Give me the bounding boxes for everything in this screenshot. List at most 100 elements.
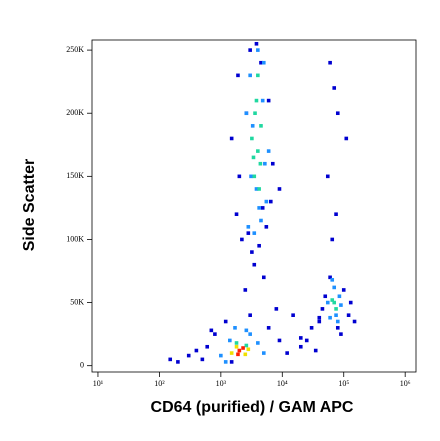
event-dot: [259, 60, 263, 65]
y-tick-label: 0: [80, 361, 84, 370]
y-tick-label: 250K: [66, 45, 84, 54]
event-dot: [344, 136, 349, 141]
event-dot: [332, 300, 337, 305]
event-dot: [268, 199, 273, 204]
event-dot: [256, 73, 260, 78]
event-dot: [256, 149, 260, 153]
event-dot: [244, 343, 249, 348]
event-dot: [223, 360, 228, 364]
x-tick-label: 10⁴: [277, 379, 288, 388]
event-dot: [277, 338, 282, 343]
event-dot: [266, 149, 271, 153]
event-dot: [249, 174, 253, 179]
event-dot: [254, 187, 259, 191]
y-tick-label: 150K: [66, 171, 84, 180]
event-dot: [248, 332, 252, 336]
event-dot: [248, 313, 252, 317]
event-dot: [254, 98, 259, 103]
event-dot: [252, 262, 257, 267]
x-tick-label: 10²: [154, 379, 165, 388]
y-tick-label: 200K: [66, 108, 84, 117]
event-dot: [209, 328, 214, 333]
event-dot: [223, 319, 228, 324]
event-dot: [266, 98, 271, 103]
event-dot: [260, 206, 265, 210]
event-dot: [323, 294, 328, 299]
event-dot: [234, 212, 239, 217]
event-dot: [325, 300, 330, 305]
event-dot: [229, 136, 234, 141]
event-dot: [334, 307, 338, 311]
event-dot: [274, 307, 279, 311]
event-dot: [285, 351, 289, 355]
event-dot: [260, 98, 265, 103]
event-dot: [256, 341, 260, 345]
event-dot: [229, 360, 234, 364]
event-dot: [246, 231, 251, 235]
event-dot: [332, 86, 337, 90]
event-dot: [263, 161, 267, 166]
event-dot: [219, 353, 223, 358]
event-dot: [176, 360, 180, 364]
event-dot: [228, 338, 232, 343]
event-dot: [168, 357, 173, 362]
event-dot: [236, 73, 240, 78]
event-dot: [237, 348, 242, 353]
event-dot: [253, 111, 257, 116]
event-dot: [250, 124, 255, 128]
event-dot: [257, 243, 261, 248]
event-dot: [259, 124, 263, 128]
x-tick-label: 10³: [216, 379, 227, 388]
event-dot: [233, 326, 237, 330]
event-dot: [248, 48, 252, 52]
event-dot: [330, 278, 335, 282]
event-dot: [244, 111, 249, 116]
event-dot: [246, 347, 251, 352]
x-tick-label: 10⁵: [338, 379, 349, 388]
event-dot: [261, 275, 266, 280]
y-axis-title: Side Scatter: [21, 159, 38, 251]
event-dot: [261, 351, 266, 355]
event-dot: [328, 315, 332, 320]
event-dot: [213, 332, 217, 336]
event-dot: [317, 319, 322, 324]
event-dot: [250, 136, 254, 141]
event-dot: [241, 346, 245, 350]
plot-frame: [91, 39, 417, 373]
event-dot: [234, 341, 239, 345]
event-dot: [277, 187, 282, 191]
event-dot: [254, 41, 259, 46]
x-tick-label: 10⁶: [400, 379, 411, 388]
event-dot: [328, 275, 332, 280]
x-tick-label: 10¹: [93, 379, 104, 388]
x-axis-title: CD64 (purified) / GAM APC: [151, 399, 354, 416]
event-dot: [334, 313, 338, 317]
event-dot: [335, 326, 340, 330]
event-dot: [256, 48, 260, 52]
event-dot: [317, 315, 322, 320]
event-dot: [246, 225, 251, 229]
event-dot: [234, 344, 239, 349]
event-dot: [229, 351, 234, 355]
event-dot: [250, 250, 254, 254]
event-dot: [334, 212, 338, 217]
event-dot: [328, 60, 332, 65]
event-dot: [341, 288, 346, 292]
event-dot: [240, 237, 244, 242]
event-dot: [237, 174, 242, 179]
event-dot: [200, 357, 205, 362]
event-dot: [330, 237, 335, 242]
event-dot: [236, 352, 240, 357]
event-dot: [257, 187, 261, 191]
event-dot: [309, 326, 314, 330]
event-dot: [298, 336, 303, 340]
event-dot: [243, 288, 248, 292]
y-tick-label: 100K: [66, 234, 84, 243]
event-dot: [332, 285, 337, 290]
event-dot: [251, 155, 256, 160]
event-dot: [261, 60, 266, 65]
event-dot: [325, 174, 330, 179]
event-dot: [205, 344, 210, 349]
event-dot: [243, 352, 248, 357]
